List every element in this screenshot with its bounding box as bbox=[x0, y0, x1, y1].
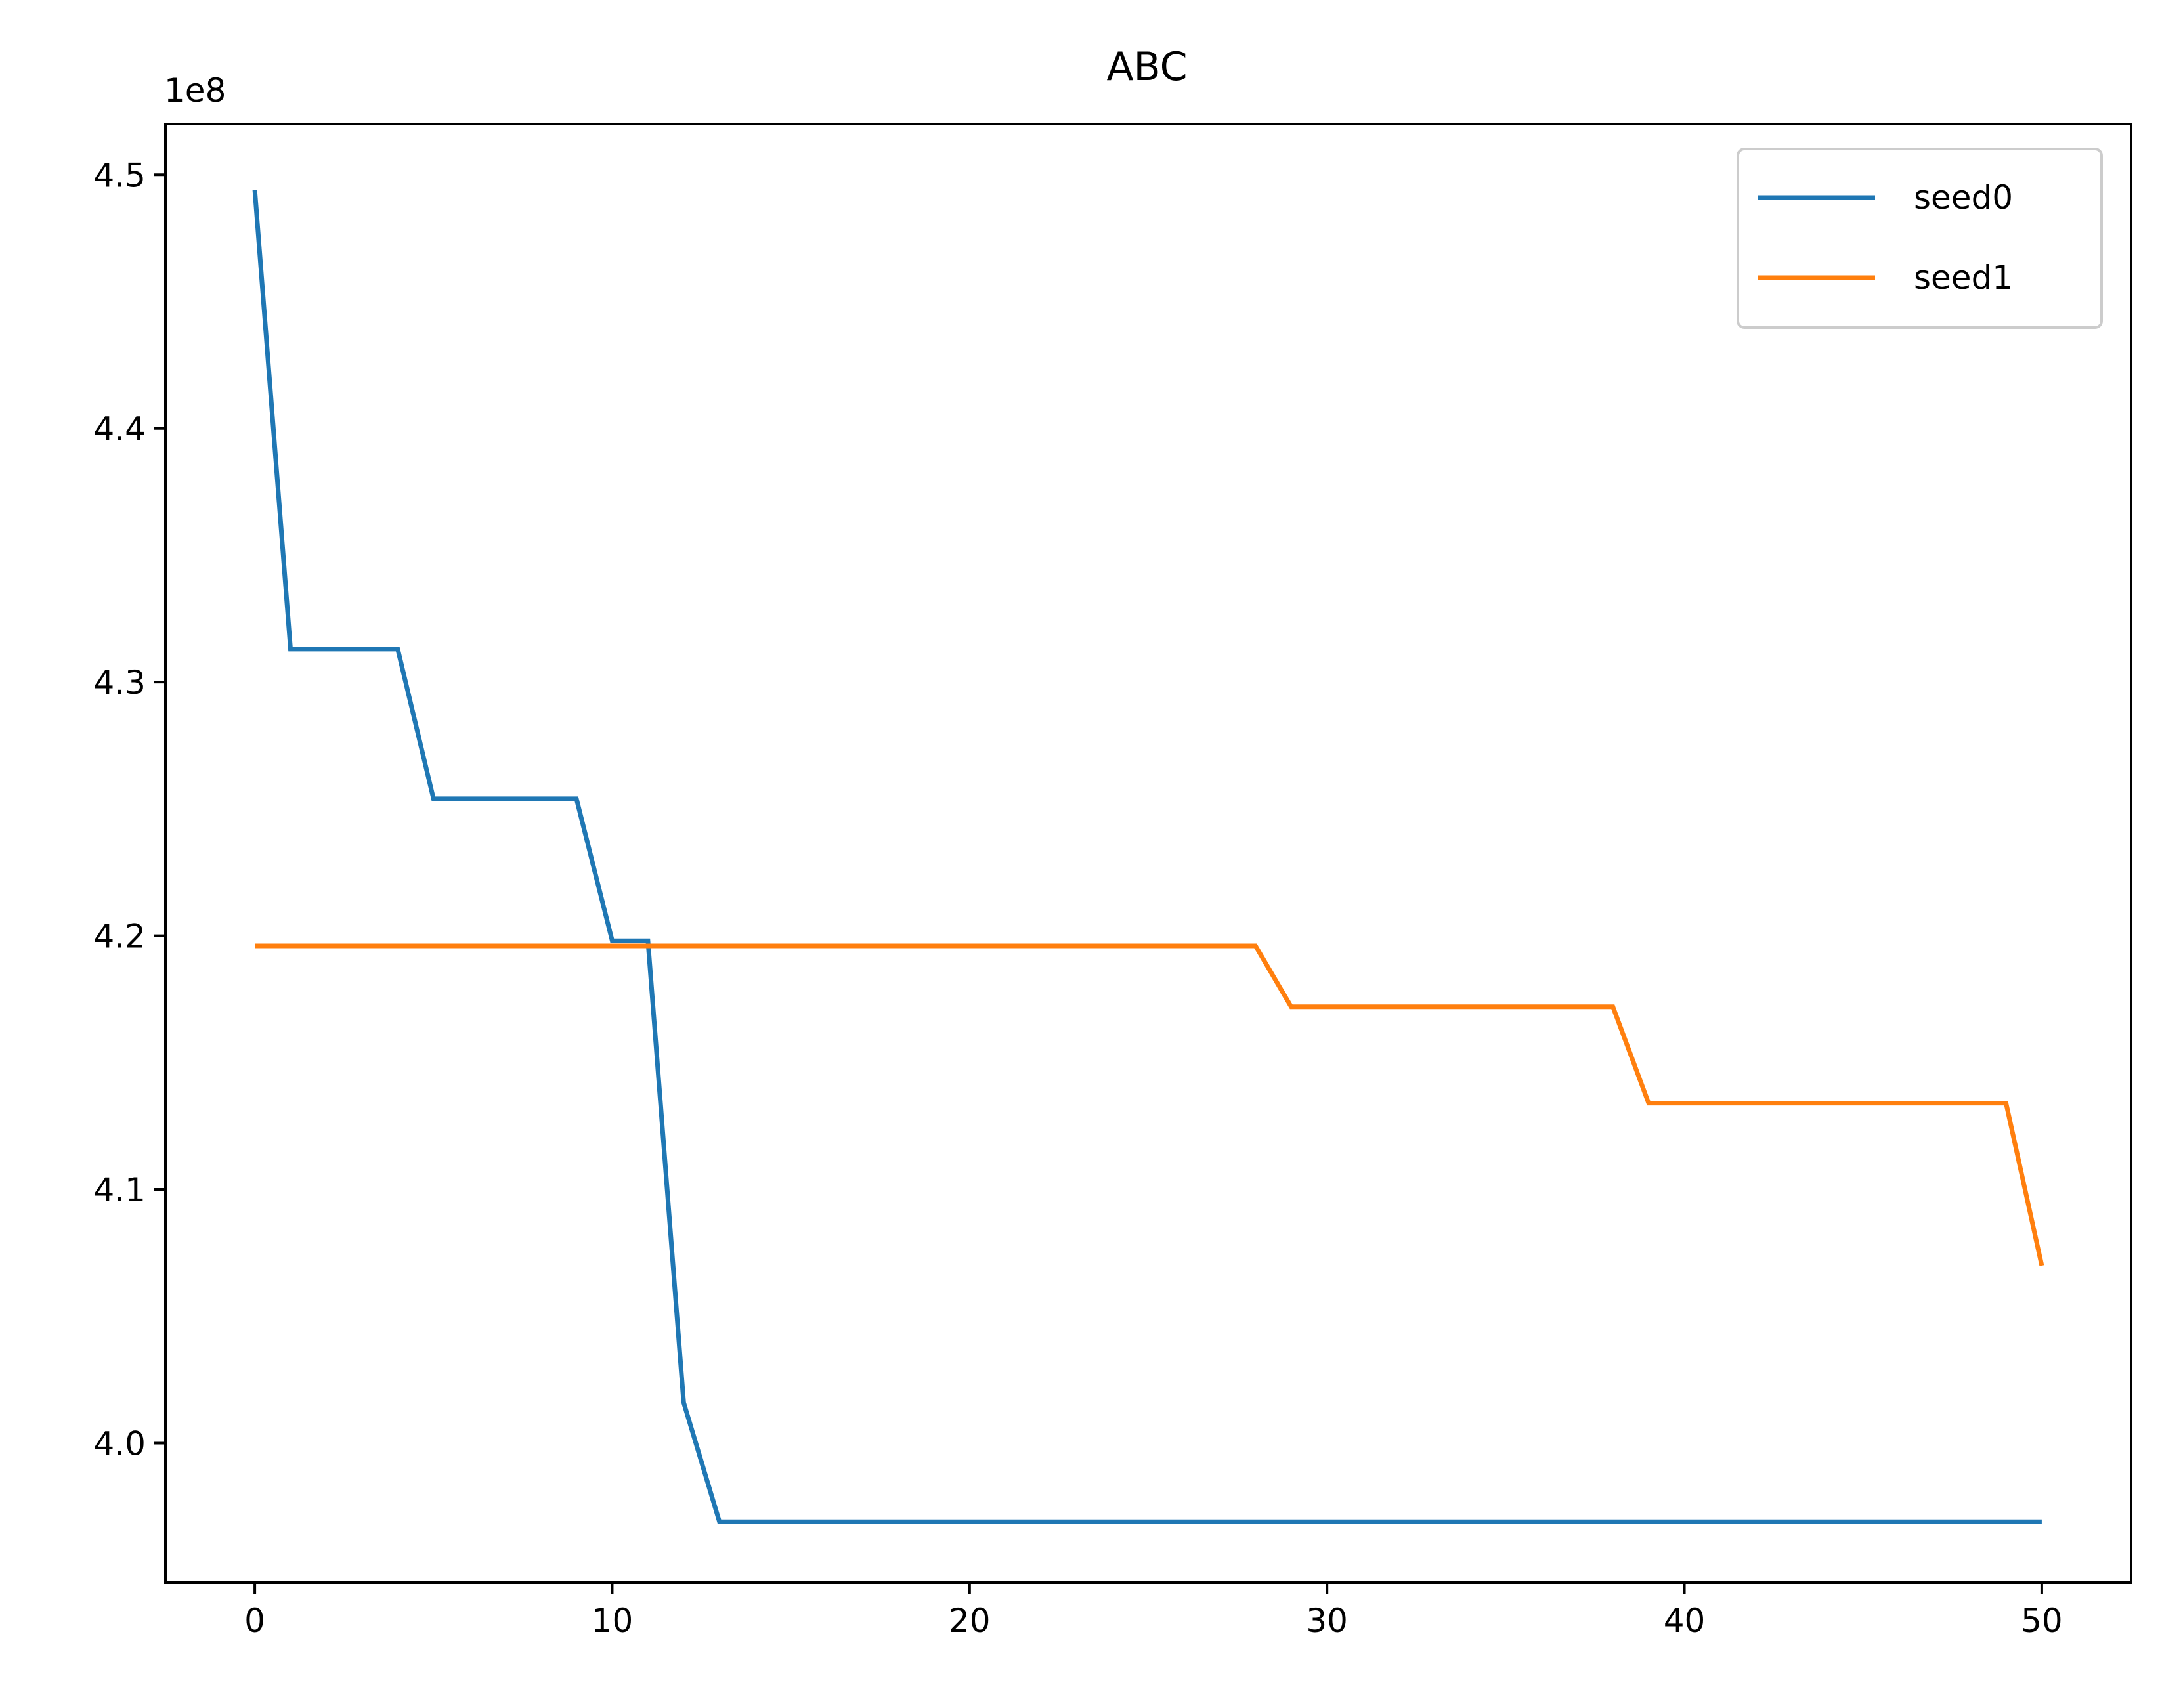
plot-frame bbox=[164, 123, 2132, 1584]
series-line-seed1 bbox=[255, 943, 2044, 1266]
x-tick-label: 50 bbox=[2021, 1602, 2063, 1640]
y-offset-label: 1e8 bbox=[164, 72, 226, 110]
legend-label-seed1: seed1 bbox=[1914, 259, 2013, 297]
x-tick-label: 10 bbox=[592, 1602, 634, 1640]
x-tick-label: 20 bbox=[949, 1602, 991, 1640]
legend-box bbox=[1737, 148, 2103, 329]
x-tick-label: 40 bbox=[1664, 1602, 1706, 1640]
chart-title: ABC bbox=[1106, 44, 1187, 90]
y-tick-label: 4.2 bbox=[93, 918, 146, 956]
legend: seed0 seed1 bbox=[1737, 148, 2103, 329]
y-tick-label: 4.1 bbox=[93, 1171, 146, 1209]
y-tick-label: 4.0 bbox=[93, 1424, 146, 1462]
legend-label-seed0: seed0 bbox=[1914, 179, 2013, 217]
y-axis: 4.0 4.1 4.2 4.3 4.4 4.5 bbox=[93, 156, 165, 1462]
plot-lines bbox=[252, 190, 2044, 1524]
x-tick-label: 30 bbox=[1306, 1602, 1348, 1640]
x-axis: 0 10 20 30 40 50 bbox=[244, 1583, 2063, 1640]
y-tick-label: 4.4 bbox=[93, 410, 146, 448]
series-line-seed0 bbox=[252, 190, 2042, 1524]
y-tick-label: 4.3 bbox=[93, 664, 146, 702]
x-tick-label: 0 bbox=[244, 1602, 265, 1640]
y-tick-label: 4.5 bbox=[93, 156, 146, 194]
